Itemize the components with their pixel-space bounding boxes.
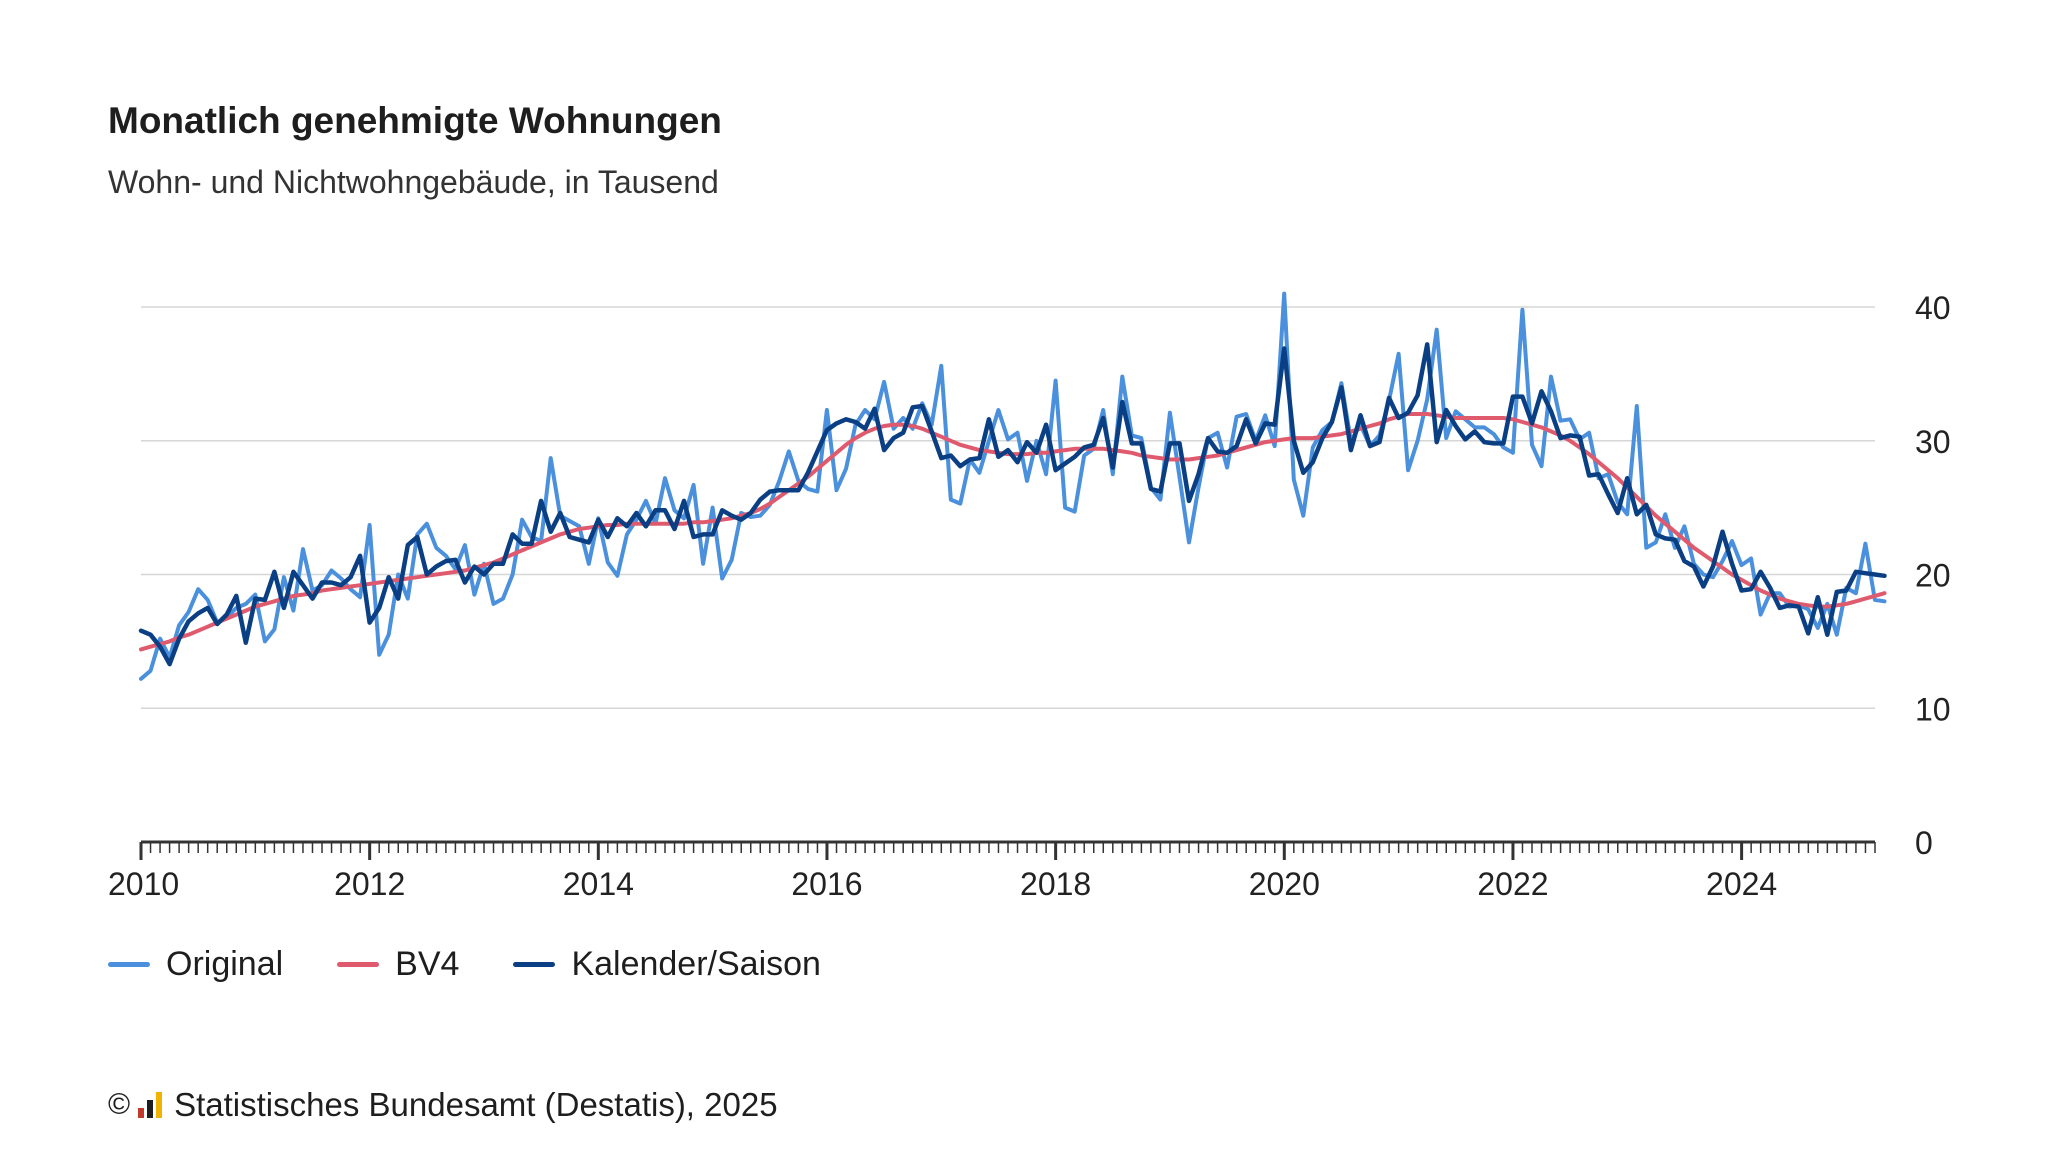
legend-swatch-original (108, 962, 150, 967)
y-tick-label-10: 10 (1915, 691, 1951, 727)
x-tick-label-2022: 2022 (1477, 866, 1548, 902)
y-tick-label-20: 20 (1915, 558, 1951, 594)
series-line-original (139, 291, 1887, 681)
series-line-kalender-saison (138, 342, 1887, 667)
x-tick-label-2010: 2010 (108, 866, 179, 902)
x-tick-label-2018: 2018 (1020, 866, 1091, 902)
y-axis-labels: 0 10 20 30 40 (1915, 290, 1951, 861)
x-tick-label-2014: 2014 (563, 866, 634, 902)
y-tick-label-0: 0 (1915, 825, 1933, 861)
legend-label-original: Original (166, 945, 284, 983)
y-tick-label-30: 30 (1915, 424, 1951, 460)
chart-subtitle: Wohn- und Nichtwohngebäude, in Tausend (108, 164, 719, 200)
x-tick-label-2012: 2012 (334, 866, 405, 902)
series-lines (138, 291, 1887, 681)
x-tick-label-2020: 2020 (1249, 866, 1320, 902)
legend: Original BV4 Kalender/Saison (108, 945, 821, 984)
legend-item-bv4: BV4 (337, 945, 459, 984)
source-text: Statistisches Bundesamt (Destatis), 2025 (174, 1086, 778, 1123)
legend-label-kalender-saison: Kalender/Saison (571, 945, 821, 983)
legend-label-bv4: BV4 (395, 945, 460, 983)
y-tick-label-40: 40 (1915, 290, 1951, 326)
chart-title: Monatlich genehmigte Wohnungen (108, 100, 722, 141)
copyright-symbol: © (108, 1088, 131, 1121)
x-tick-label-2016: 2016 (791, 866, 862, 902)
destatis-logo-icon (138, 1092, 163, 1118)
source-footer: © Statistisches Bundesamt (Destatis), 20… (108, 1086, 778, 1124)
x-tick-label-2024: 2024 (1706, 866, 1777, 902)
series-line-bv4 (139, 412, 1887, 652)
legend-item-kalender-saison: Kalender/Saison (513, 945, 821, 984)
legend-item-original: Original (108, 945, 283, 984)
x-axis: 2010 2012 2014 2016 2018 2020 2022 2024 (108, 840, 1876, 902)
legend-swatch-kalender-saison (513, 962, 556, 967)
legend-swatch-bv4 (337, 962, 380, 967)
